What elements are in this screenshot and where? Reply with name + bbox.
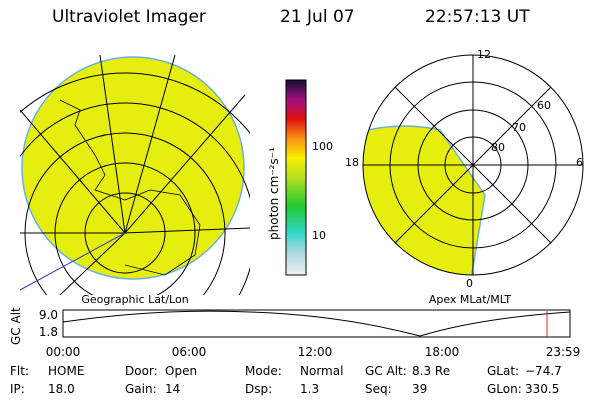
status-label: Mode:	[245, 364, 282, 378]
lat-label: 80	[491, 141, 505, 154]
colorbar-label: photon cm⁻²s⁻¹	[267, 147, 281, 240]
status-label: Door:	[125, 364, 158, 378]
alt-xtick: 00:00	[46, 345, 81, 359]
status-value: Normal	[300, 364, 343, 378]
status-value: −74.7	[525, 364, 562, 378]
lat-label: 70	[512, 121, 526, 134]
status-value: HOME	[48, 364, 84, 378]
status-value: 1.3	[300, 382, 319, 396]
alt-ytick: 1.8	[39, 325, 58, 339]
alt-xtick: 06:00	[172, 345, 207, 359]
status-value: 18.0	[48, 382, 75, 396]
status-label: Seq:	[365, 382, 392, 396]
mlt-label: 12	[477, 48, 491, 61]
geo-label: Geographic Lat/Lon	[81, 293, 188, 306]
status-value: 8.3 Re	[412, 364, 450, 378]
status-label: GC Alt:	[365, 364, 407, 378]
status-value: 39	[412, 382, 427, 396]
status-label: GLat:	[487, 364, 519, 378]
status-label: IP:	[10, 382, 25, 396]
mlt-label: 18	[345, 156, 359, 169]
altitude-plot	[62, 309, 571, 338]
status-value: Open	[165, 364, 197, 378]
alt-xtick: 18:00	[425, 345, 460, 359]
alt-ylabel: GC Alt	[9, 307, 23, 345]
status-value: 330.5	[525, 382, 559, 396]
date: 21 Jul 07	[280, 7, 355, 27]
status-value: 14	[165, 382, 180, 396]
colorbar-tick: 100	[312, 140, 333, 153]
alt-ytick: 9.0	[39, 308, 58, 322]
colorbar	[285, 79, 307, 276]
lat-label: 60	[537, 99, 551, 112]
polar-label: Apex MLat/MLT	[429, 293, 512, 306]
status-label: GLon:	[487, 382, 522, 396]
polar-map	[362, 54, 584, 276]
colorbar-tick: 10	[312, 229, 326, 242]
geo-map	[20, 55, 250, 295]
status-label: Gain:	[125, 382, 157, 396]
alt-xtick: 23:59	[546, 345, 581, 359]
time: 22:57:13 UT	[425, 7, 530, 27]
title: Ultraviolet Imager	[52, 7, 206, 27]
mlt-label: 0	[466, 277, 473, 290]
status-label: Dsp:	[245, 382, 272, 396]
status-label: Flt:	[10, 364, 29, 378]
mlt-label: 6	[576, 156, 583, 169]
alt-xtick: 12:00	[298, 345, 333, 359]
